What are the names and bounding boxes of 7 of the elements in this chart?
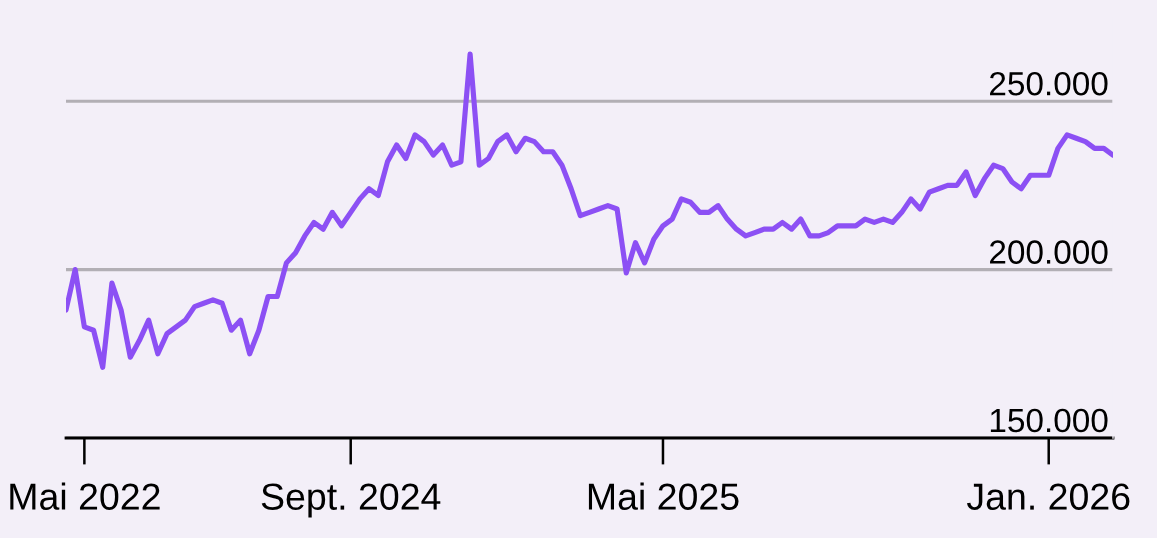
- x-tick-label: Mai 2025: [588, 482, 739, 510]
- y-tick-label: 150.000: [990, 408, 1108, 433]
- x-tick-label: Jan. 2026: [966, 483, 1130, 510]
- y-tick-label: 250.000: [990, 71, 1108, 96]
- x-tick-label: Mai 2022: [10, 482, 160, 510]
- y-tick-label: 200.000: [990, 240, 1108, 264]
- x-tick-label: Sept. 2024: [261, 483, 441, 518]
